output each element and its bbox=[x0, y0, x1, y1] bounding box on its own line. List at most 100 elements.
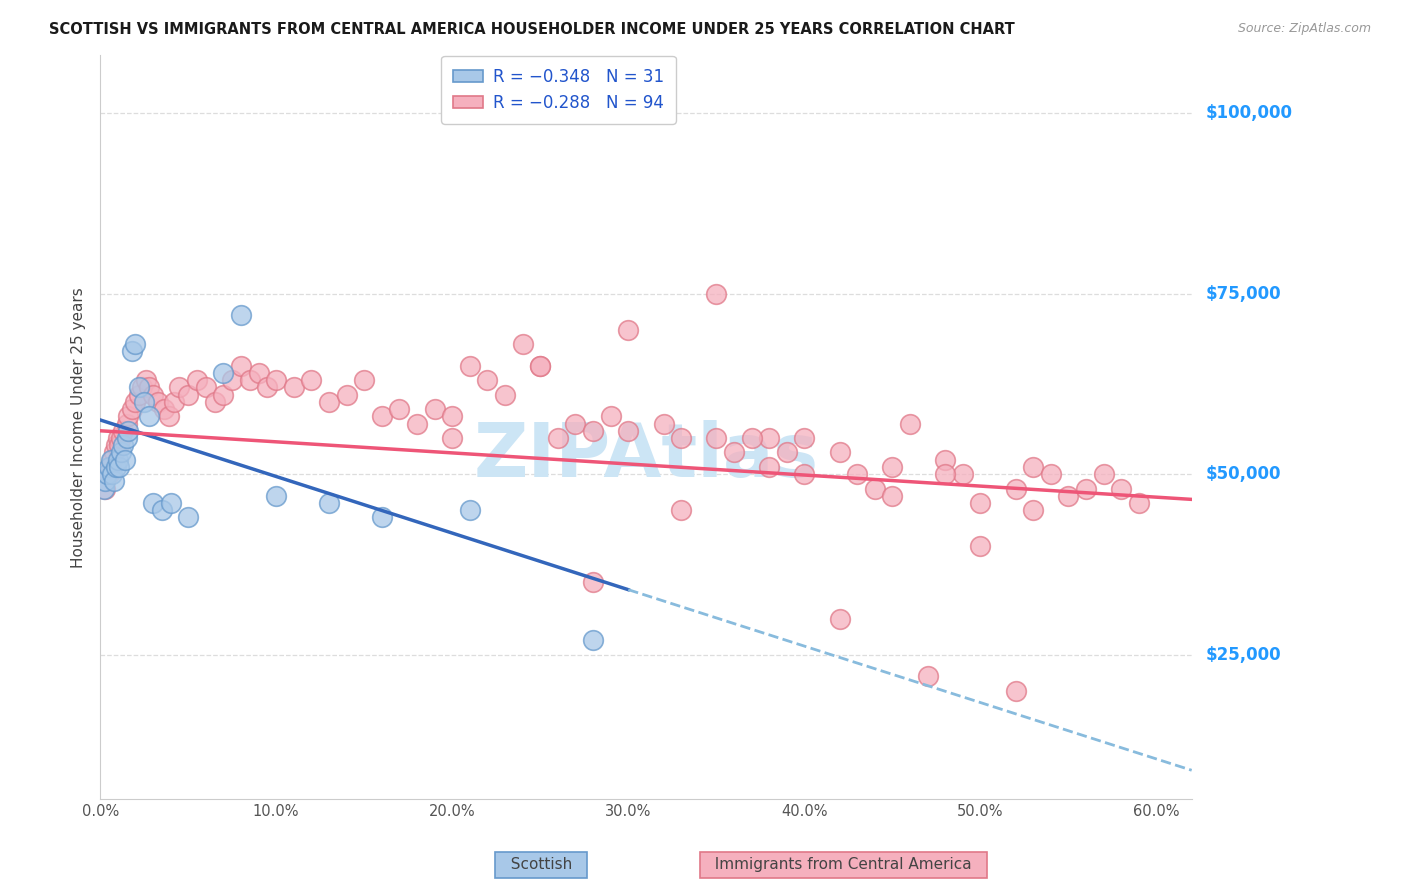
Point bbox=[121, 344, 143, 359]
Point bbox=[104, 459, 127, 474]
Point bbox=[93, 482, 115, 496]
Text: SCOTTISH VS IMMIGRANTS FROM CENTRAL AMERICA HOUSEHOLDER INCOME UNDER 25 YEARS CO: SCOTTISH VS IMMIGRANTS FROM CENTRAL AMER… bbox=[49, 22, 1015, 37]
Point bbox=[138, 409, 160, 424]
Point bbox=[264, 489, 287, 503]
Point bbox=[247, 366, 270, 380]
Point bbox=[111, 438, 134, 452]
Point bbox=[103, 445, 125, 459]
Point bbox=[1004, 683, 1026, 698]
Point bbox=[94, 475, 117, 489]
Point bbox=[441, 431, 464, 445]
Point bbox=[131, 380, 153, 394]
Point bbox=[758, 431, 780, 445]
Point bbox=[512, 337, 534, 351]
Point bbox=[212, 366, 235, 380]
Point bbox=[150, 503, 173, 517]
Point bbox=[547, 431, 569, 445]
Point bbox=[128, 380, 150, 394]
Point bbox=[1039, 467, 1062, 482]
Point bbox=[652, 417, 675, 431]
Point bbox=[934, 452, 956, 467]
Point bbox=[169, 380, 191, 394]
Point bbox=[898, 417, 921, 431]
Point bbox=[221, 373, 243, 387]
Point bbox=[100, 459, 122, 474]
Point bbox=[264, 373, 287, 387]
Point bbox=[406, 417, 429, 431]
Point bbox=[115, 417, 138, 431]
Point bbox=[239, 373, 262, 387]
Point bbox=[96, 467, 118, 482]
Point bbox=[846, 467, 869, 482]
Point bbox=[114, 452, 136, 467]
Point bbox=[669, 503, 692, 517]
Point bbox=[741, 431, 763, 445]
Point bbox=[477, 373, 499, 387]
Point bbox=[353, 373, 375, 387]
Point bbox=[371, 409, 394, 424]
Point bbox=[157, 409, 180, 424]
Point bbox=[110, 431, 132, 445]
Point bbox=[94, 482, 117, 496]
Point bbox=[969, 539, 991, 553]
Point bbox=[458, 503, 481, 517]
Point bbox=[117, 409, 139, 424]
Point bbox=[1109, 482, 1132, 496]
Point bbox=[582, 424, 605, 438]
Point bbox=[423, 402, 446, 417]
Legend: R = −0.348   N = 31, R = −0.288   N = 94: R = −0.348 N = 31, R = −0.288 N = 94 bbox=[441, 56, 676, 124]
Point bbox=[1004, 482, 1026, 496]
Point bbox=[758, 459, 780, 474]
Point bbox=[1022, 503, 1045, 517]
Point bbox=[388, 402, 411, 417]
Point bbox=[177, 387, 200, 401]
Point bbox=[124, 337, 146, 351]
Point bbox=[669, 431, 692, 445]
Point bbox=[107, 452, 129, 467]
Point bbox=[494, 387, 516, 401]
Point bbox=[828, 445, 851, 459]
Point bbox=[108, 438, 131, 452]
Point bbox=[882, 489, 904, 503]
Point bbox=[101, 452, 124, 467]
Point bbox=[704, 286, 727, 301]
Point bbox=[828, 611, 851, 625]
Point bbox=[1128, 496, 1150, 510]
Point bbox=[256, 380, 278, 394]
Point bbox=[793, 431, 815, 445]
Point bbox=[229, 359, 252, 373]
Point bbox=[117, 424, 139, 438]
Point bbox=[1074, 482, 1097, 496]
Point bbox=[371, 510, 394, 524]
Point bbox=[135, 373, 157, 387]
Point bbox=[952, 467, 974, 482]
Point bbox=[121, 402, 143, 417]
Point bbox=[108, 459, 131, 474]
Text: $75,000: $75,000 bbox=[1205, 285, 1281, 302]
Text: $25,000: $25,000 bbox=[1205, 646, 1281, 664]
Point bbox=[204, 395, 226, 409]
Point bbox=[441, 409, 464, 424]
Point bbox=[177, 510, 200, 524]
Text: $100,000: $100,000 bbox=[1205, 104, 1292, 122]
Point bbox=[97, 459, 120, 474]
Point bbox=[318, 395, 340, 409]
Point bbox=[1092, 467, 1115, 482]
Point bbox=[124, 395, 146, 409]
Text: Source: ZipAtlas.com: Source: ZipAtlas.com bbox=[1237, 22, 1371, 36]
Point bbox=[97, 467, 120, 482]
Point bbox=[101, 467, 124, 482]
Point bbox=[564, 417, 586, 431]
Point bbox=[704, 431, 727, 445]
Point bbox=[934, 467, 956, 482]
Point bbox=[104, 438, 127, 452]
Point bbox=[111, 424, 134, 438]
Point bbox=[138, 380, 160, 394]
Point bbox=[163, 395, 186, 409]
Point bbox=[582, 575, 605, 590]
Point bbox=[1022, 459, 1045, 474]
Point bbox=[458, 359, 481, 373]
Point bbox=[142, 496, 165, 510]
Point bbox=[142, 387, 165, 401]
Point bbox=[212, 387, 235, 401]
